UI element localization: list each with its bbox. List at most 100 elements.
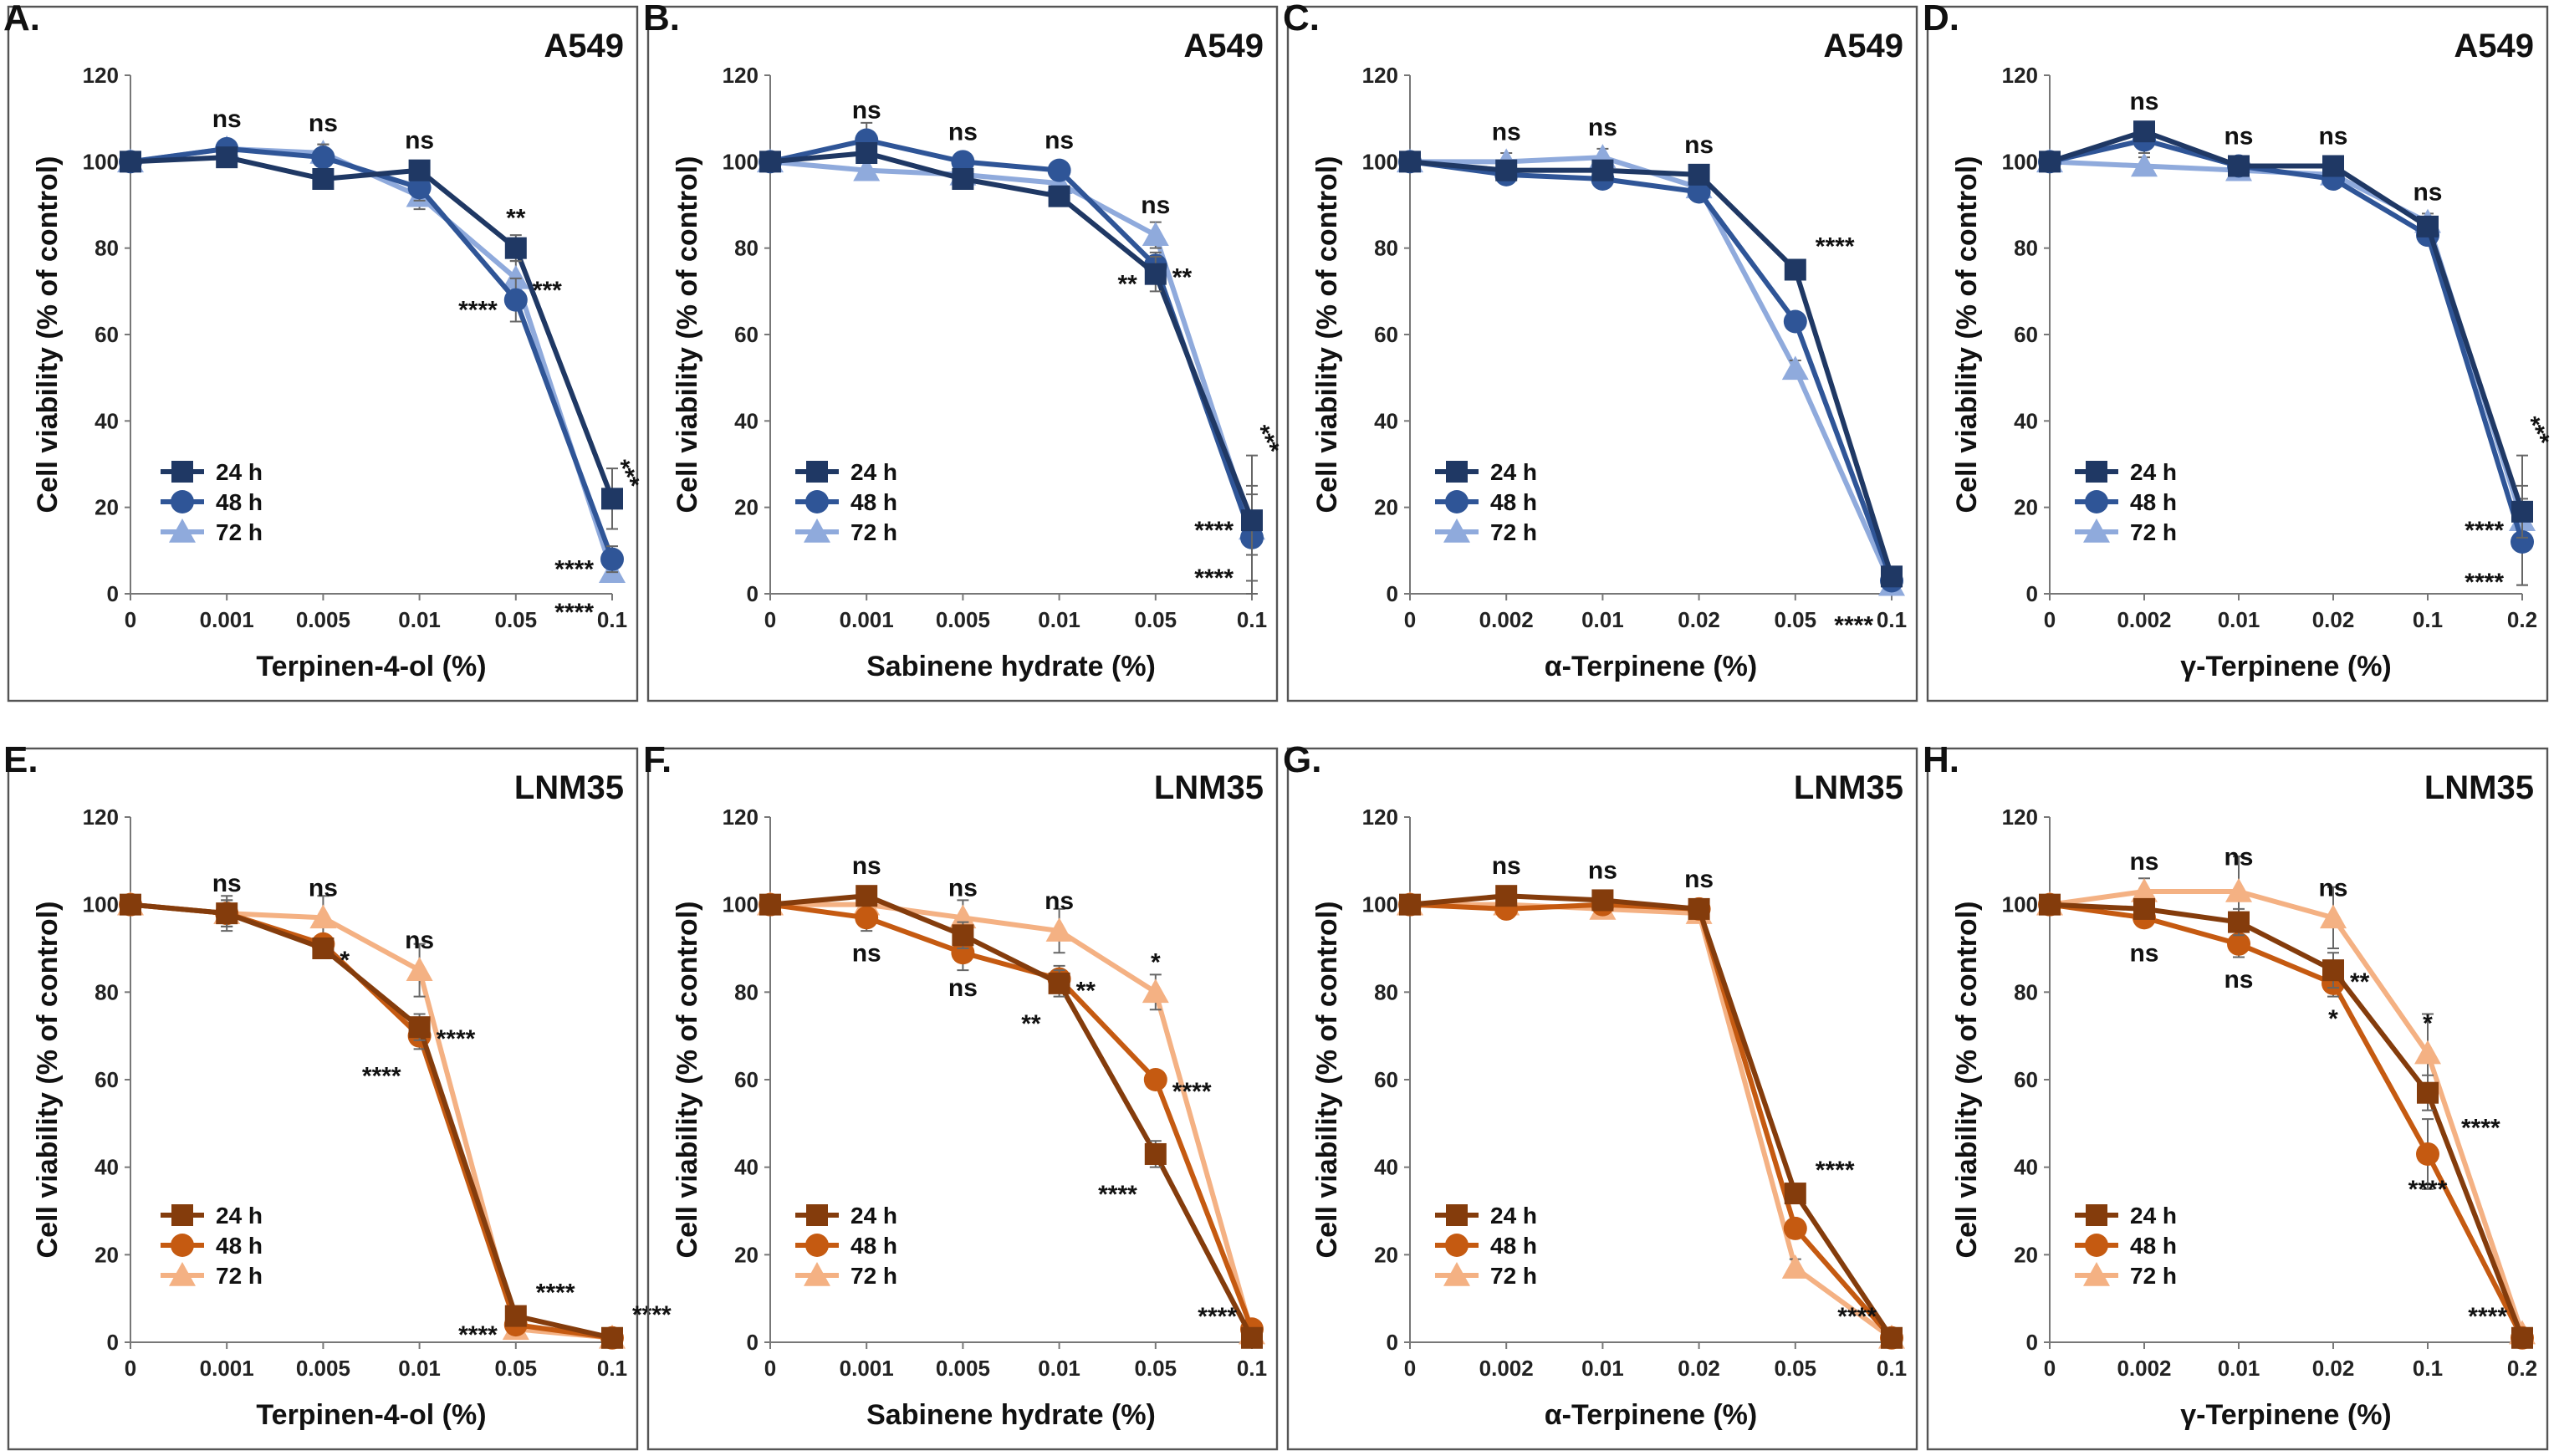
legend-label-48-h: 48 h xyxy=(216,489,263,515)
data-point xyxy=(1144,1142,1167,1165)
data-point xyxy=(759,893,781,916)
x-tick-label: 0.005 xyxy=(936,607,990,632)
cell-line-label: LNM35 xyxy=(2424,769,2534,806)
legend-label-24-h: 24 h xyxy=(2130,1203,2177,1229)
legend-label-72-h: 72 h xyxy=(1490,1263,1537,1289)
data-point xyxy=(1144,263,1167,285)
legend-marker-48-h xyxy=(1445,490,1469,513)
significance-label: ns xyxy=(2129,939,2158,967)
series-line xyxy=(2049,902,2525,1339)
data-point xyxy=(311,146,335,170)
significance-label: ** xyxy=(1021,1010,1041,1038)
significance-label: **** xyxy=(362,1063,401,1091)
y-tick-label: 100 xyxy=(723,892,759,917)
significance-label: ns xyxy=(1492,118,1521,146)
data-point xyxy=(1048,972,1070,994)
cell-line-label: A549 xyxy=(2454,28,2534,64)
y-axis-title: Cell viability (% of control) xyxy=(1951,902,1983,1259)
y-tick-label: 100 xyxy=(2002,149,2038,174)
panel-label: E. xyxy=(3,739,38,780)
significance-label: ** xyxy=(1076,978,1096,1005)
significance-label: **** xyxy=(1098,1181,1137,1208)
significance-label: ns xyxy=(2224,966,2253,994)
panel-label: G. xyxy=(1283,739,1321,780)
data-point xyxy=(1047,158,1071,182)
y-tick-label: 60 xyxy=(2014,322,2038,347)
x-tick-label: 0.01 xyxy=(1038,1356,1080,1381)
x-axis-title: Terpinen-4-ol (%) xyxy=(256,651,486,682)
x-tick-label: 0.02 xyxy=(1678,1356,1720,1381)
x-tick-label: 0.002 xyxy=(1479,607,1534,632)
series-line xyxy=(130,902,613,1341)
x-tick-label: 0.01 xyxy=(2218,1356,2260,1381)
x-tick-label: 0.01 xyxy=(1581,607,1624,632)
x-tick-label: 0 xyxy=(1404,1356,1416,1381)
data-point xyxy=(1784,258,1806,281)
panel-label: D. xyxy=(1923,0,1959,38)
y-tick-label: 80 xyxy=(734,979,759,1004)
y-tick-label: 40 xyxy=(2014,408,2038,433)
x-tick-label: 0.01 xyxy=(398,607,441,632)
legend-label-24-h: 24 h xyxy=(216,459,263,485)
significance-label: ns xyxy=(309,110,338,137)
y-tick-label: 100 xyxy=(1362,892,1398,917)
data-point xyxy=(1783,309,1807,334)
series-72-h xyxy=(2036,856,2536,1345)
data-point xyxy=(1591,159,1614,181)
panel-label: H. xyxy=(1923,739,1959,780)
data-point xyxy=(2228,155,2250,177)
panel-A: A. A549 0 20 40 60 80 100 120 0 0.001 0.005 0.01 0.05… xyxy=(3,0,645,702)
significance-label: ns xyxy=(405,127,434,155)
legend-marker-24-h xyxy=(171,1204,193,1226)
legend-label-72-h: 72 h xyxy=(2130,519,2177,545)
y-tick-label: 0 xyxy=(1387,1330,1398,1355)
data-point xyxy=(120,151,141,173)
x-tick-label: 0.05 xyxy=(1134,607,1177,632)
significance-label: ns xyxy=(1045,127,1074,155)
data-point xyxy=(120,893,141,916)
panel-G: G. LNM35 0 20 40 60 80 100 120 0 0.002 0.01 0.02 0.05… xyxy=(1283,739,1918,1451)
significance-label: ns xyxy=(852,939,881,967)
data-point xyxy=(601,488,623,510)
x-tick-label: 0.05 xyxy=(1774,1356,1816,1381)
data-point xyxy=(600,547,624,571)
data-point xyxy=(949,904,977,929)
significance-label: **** xyxy=(1194,517,1234,544)
significance-label: ns xyxy=(1588,856,1617,884)
legend-label-48-h: 48 h xyxy=(1490,489,1537,515)
legend-marker-72-h xyxy=(2083,1262,2110,1286)
data-point xyxy=(216,146,238,169)
series-line xyxy=(1409,159,1894,582)
data-point xyxy=(504,1305,527,1327)
x-tick-label: 0.02 xyxy=(2312,1356,2355,1381)
y-tick-label: 20 xyxy=(1374,1242,1398,1267)
y-tick-label: 80 xyxy=(94,979,119,1004)
significance-label: **** xyxy=(2465,517,2504,544)
data-point xyxy=(408,1016,431,1039)
significance-label: * xyxy=(1151,948,1161,976)
legend-label-48-h: 48 h xyxy=(850,1233,897,1259)
legend-marker-72-h xyxy=(1443,519,1470,543)
series-line xyxy=(1410,902,1893,1341)
x-tick-label: 0.2 xyxy=(2507,1356,2537,1381)
y-tick-label: 40 xyxy=(1374,1155,1398,1180)
legend-marker-24-h xyxy=(171,461,193,483)
x-tick-label: 0.2 xyxy=(2507,607,2537,632)
data-point xyxy=(408,159,431,181)
x-axis-title: α-Terpinene (%) xyxy=(1545,1399,1758,1431)
series-24-h xyxy=(120,146,623,530)
y-tick-label: 20 xyxy=(734,1242,759,1267)
x-tick-label: 0.01 xyxy=(1581,1356,1624,1381)
x-tick-label: 0.005 xyxy=(296,1356,350,1381)
y-axis-title: Cell viability (% of control) xyxy=(672,902,703,1259)
significance-label: ns xyxy=(1492,852,1521,880)
y-tick-label: 80 xyxy=(2014,979,2038,1004)
panel-label: F. xyxy=(643,739,672,780)
data-point xyxy=(951,941,975,965)
panel-label: B. xyxy=(643,0,680,38)
x-tick-label: 0.02 xyxy=(1678,607,1720,632)
y-tick-label: 0 xyxy=(747,1330,759,1355)
x-tick-label: 0.1 xyxy=(1877,1356,1907,1381)
x-axis-title: Sabinene hydrate (%) xyxy=(866,651,1156,682)
x-axis-title: Terpinen-4-ol (%) xyxy=(256,1399,486,1431)
